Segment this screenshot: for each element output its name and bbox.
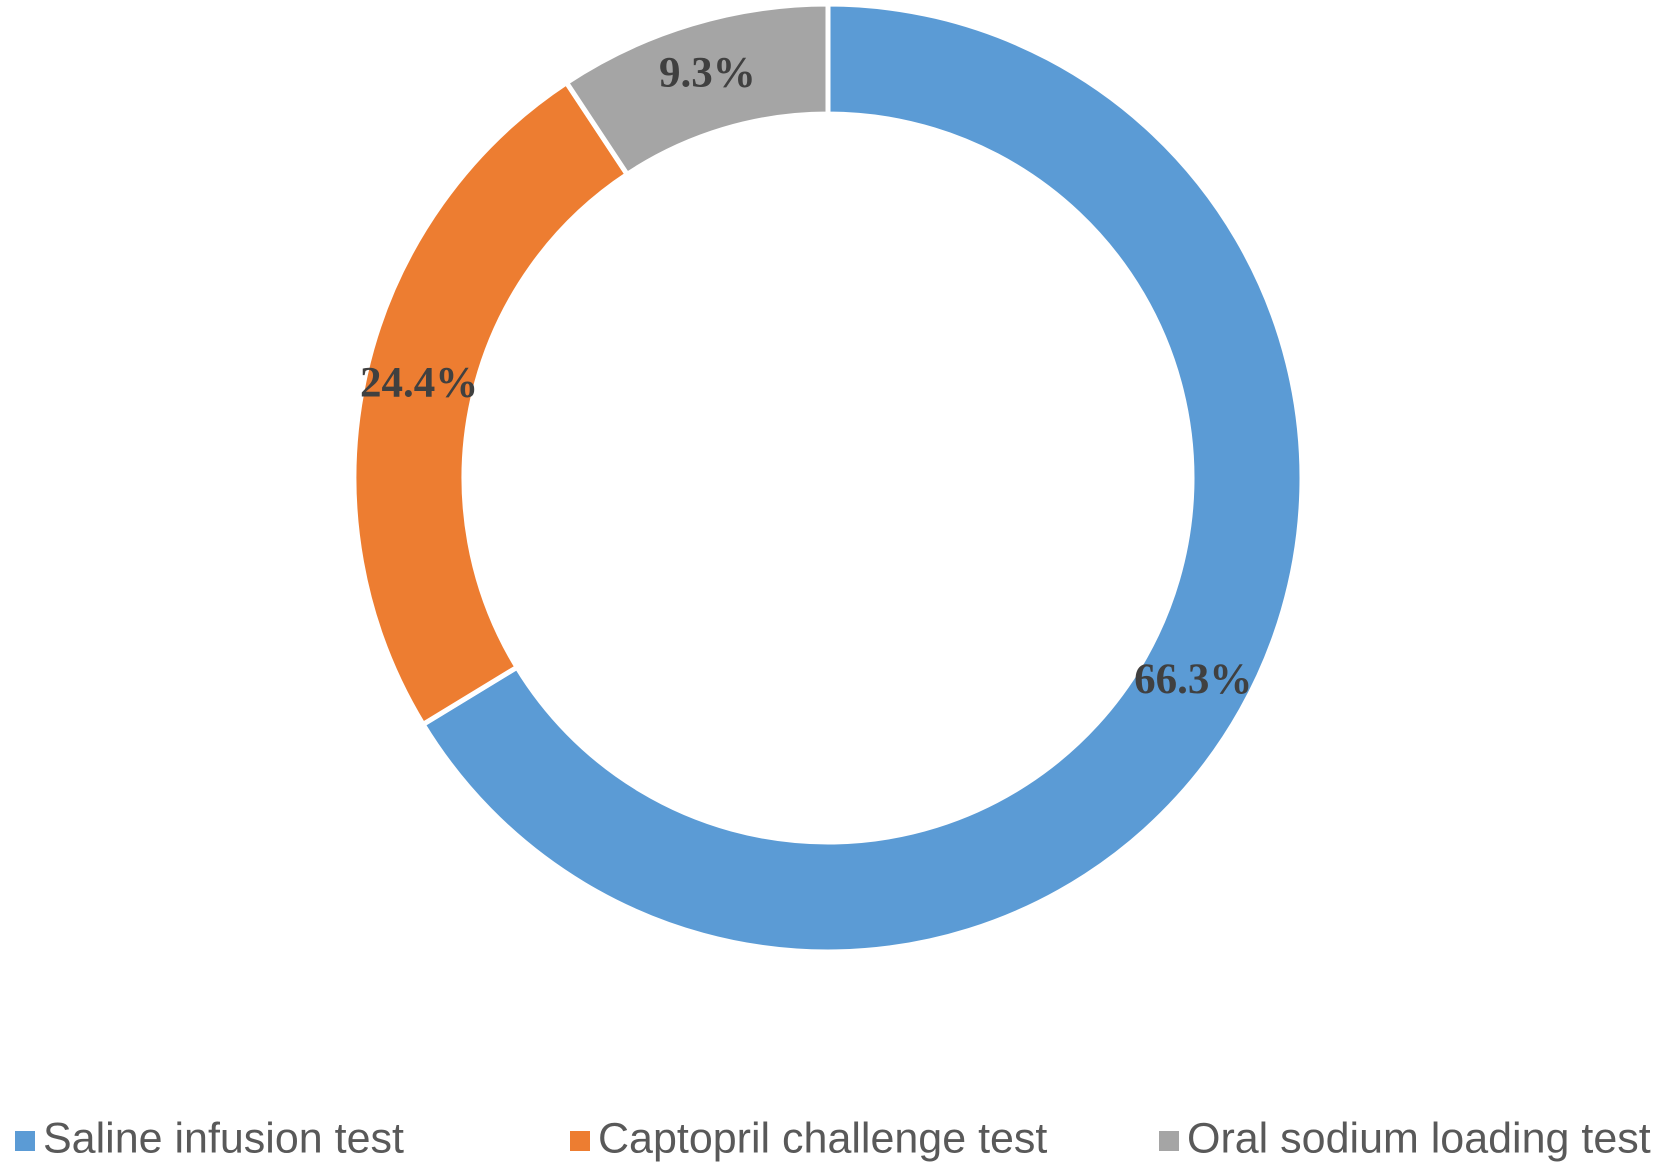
value-label: 9.3% — [659, 50, 756, 97]
legend-label: Captopril challenge test — [598, 1114, 1047, 1162]
legend-swatch — [1159, 1131, 1179, 1151]
legend-label: Oral sodium loading test — [1187, 1114, 1651, 1162]
legend-swatch — [570, 1131, 590, 1151]
donut-slice — [351, 79, 631, 728]
donut-slice — [419, 1, 1305, 955]
donut-slice — [563, 1, 831, 178]
value-label: 24.4% — [360, 359, 478, 406]
legend-label: Saline infusion test — [43, 1114, 404, 1162]
value-label: 66.3% — [1134, 656, 1252, 703]
legend-swatch — [15, 1131, 35, 1151]
